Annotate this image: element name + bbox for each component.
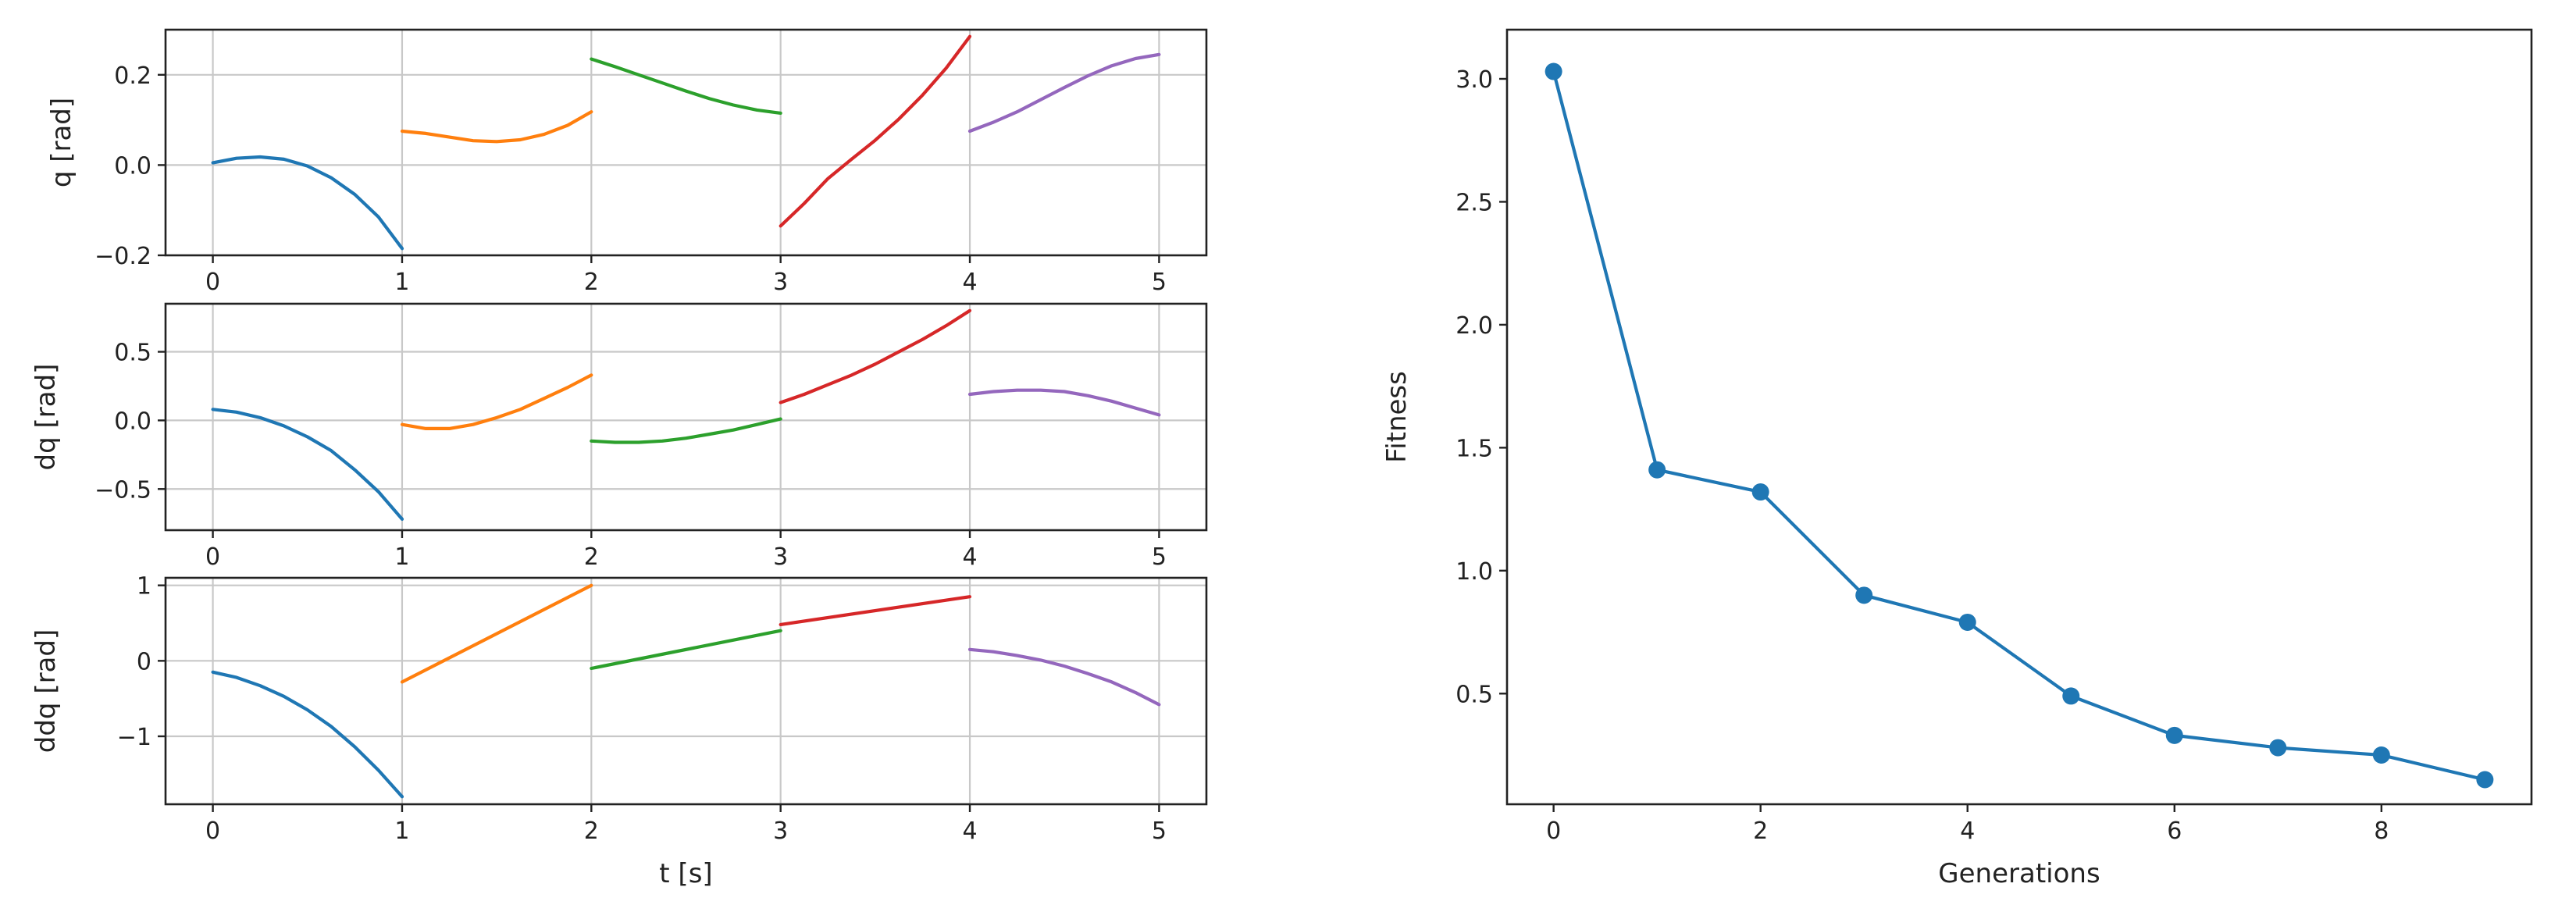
chart-3: 0 1 2 3 4 5 −1 0 1 ddq [rad] t [s] bbox=[30, 573, 1208, 889]
y-tick-label: 2.5 bbox=[1455, 189, 1493, 216]
x-tick-label: 2 bbox=[584, 818, 599, 845]
data-point bbox=[1648, 461, 1666, 479]
x-tick-label: 1 bbox=[394, 543, 409, 571]
data-point bbox=[2372, 746, 2390, 764]
x-tick-label: 0 bbox=[205, 818, 220, 845]
x-tick-label: 5 bbox=[1152, 269, 1167, 296]
y-tick-label: 0.2 bbox=[114, 62, 151, 90]
y-tick-label: −0.5 bbox=[94, 476, 151, 504]
y-tick-label: 0.0 bbox=[114, 152, 151, 180]
x-tick-label: 0 bbox=[205, 269, 220, 296]
series-line-2 bbox=[400, 373, 593, 431]
x-tick-label: 3 bbox=[773, 269, 788, 296]
data-point bbox=[2476, 771, 2494, 789]
x-axis-label: t [s] bbox=[659, 858, 712, 889]
data-point bbox=[2269, 739, 2287, 757]
x-tick-label: 4 bbox=[962, 269, 977, 296]
series-line-1 bbox=[211, 155, 404, 251]
plot-frame bbox=[164, 576, 1208, 806]
y-axis-label: ddq [rad] bbox=[30, 629, 62, 753]
x-tick-label: 3 bbox=[773, 818, 788, 845]
series-line-5 bbox=[967, 388, 1161, 417]
plot-frame bbox=[1505, 28, 2533, 806]
y-tick-label: 3.0 bbox=[1455, 66, 1493, 94]
data-point bbox=[1545, 62, 1562, 80]
y-tick-label: 2.0 bbox=[1455, 312, 1493, 340]
series-line-3 bbox=[590, 629, 782, 671]
x-tick-label: 2 bbox=[1753, 818, 1768, 845]
series-line-1 bbox=[211, 408, 404, 522]
series-line-4 bbox=[779, 595, 972, 627]
data-point bbox=[2165, 726, 2183, 744]
y-tick-label: 1 bbox=[137, 573, 151, 600]
series-line-2 bbox=[400, 110, 593, 144]
series-line-1 bbox=[1552, 69, 2487, 782]
plot-frame bbox=[164, 28, 1208, 257]
x-axis-label: Generations bbox=[1938, 858, 2100, 889]
y-tick-label: 0.0 bbox=[114, 408, 151, 435]
x-tick-label: 5 bbox=[1152, 818, 1167, 845]
x-tick-label: 4 bbox=[962, 818, 977, 845]
series-line-1 bbox=[211, 670, 404, 799]
y-axis-label: dq [rad] bbox=[30, 364, 62, 471]
x-tick-label: 0 bbox=[205, 543, 220, 571]
chart-2: 0 1 2 3 4 5 −0.5 0.0 0.5 dq [rad] bbox=[30, 302, 1208, 571]
x-tick-label: 1 bbox=[394, 818, 409, 845]
series-line-4 bbox=[779, 308, 972, 404]
series-line-2 bbox=[400, 583, 593, 684]
y-tick-label: 0 bbox=[137, 648, 151, 675]
y-tick-label: 1.5 bbox=[1455, 435, 1493, 462]
data-point bbox=[1855, 586, 1873, 604]
x-tick-label: 0 bbox=[1546, 818, 1561, 845]
data-point bbox=[2062, 687, 2080, 705]
series-line-3 bbox=[590, 57, 782, 115]
x-tick-label: 4 bbox=[1960, 818, 1975, 845]
x-tick-label: 3 bbox=[773, 543, 788, 571]
y-axis-label: q [rad] bbox=[46, 98, 77, 187]
y-tick-label: −1 bbox=[117, 724, 151, 751]
y-tick-label: 1.0 bbox=[1455, 558, 1493, 586]
series-line-5 bbox=[967, 647, 1161, 707]
x-tick-label: 8 bbox=[2374, 818, 2389, 845]
x-tick-label: 2 bbox=[584, 269, 599, 296]
x-tick-label: 1 bbox=[394, 269, 409, 296]
chart-1: 0 1 2 3 4 5 −0.2 0.0 0.2 q [rad] bbox=[46, 28, 1208, 296]
chart-4: 0 2 4 6 8 0.5 1.0 1.5 2.0 2.5 3.0 Fitness Generation… bbox=[1381, 28, 2533, 889]
plot-frame bbox=[164, 302, 1208, 532]
y-tick-label: 0.5 bbox=[114, 340, 151, 367]
data-point bbox=[1751, 483, 1769, 501]
y-tick-label: −0.2 bbox=[94, 243, 151, 270]
x-tick-label: 4 bbox=[962, 543, 977, 571]
x-tick-label: 2 bbox=[584, 543, 599, 571]
series-line-4 bbox=[779, 34, 972, 228]
series-line-3 bbox=[590, 417, 782, 444]
y-tick-label: 0.5 bbox=[1455, 681, 1493, 708]
series-line-5 bbox=[967, 52, 1161, 134]
y-axis-label: Fitness bbox=[1381, 371, 1413, 463]
x-tick-label: 6 bbox=[2167, 818, 2182, 845]
x-tick-label: 5 bbox=[1152, 543, 1167, 571]
data-point bbox=[1958, 613, 1976, 631]
